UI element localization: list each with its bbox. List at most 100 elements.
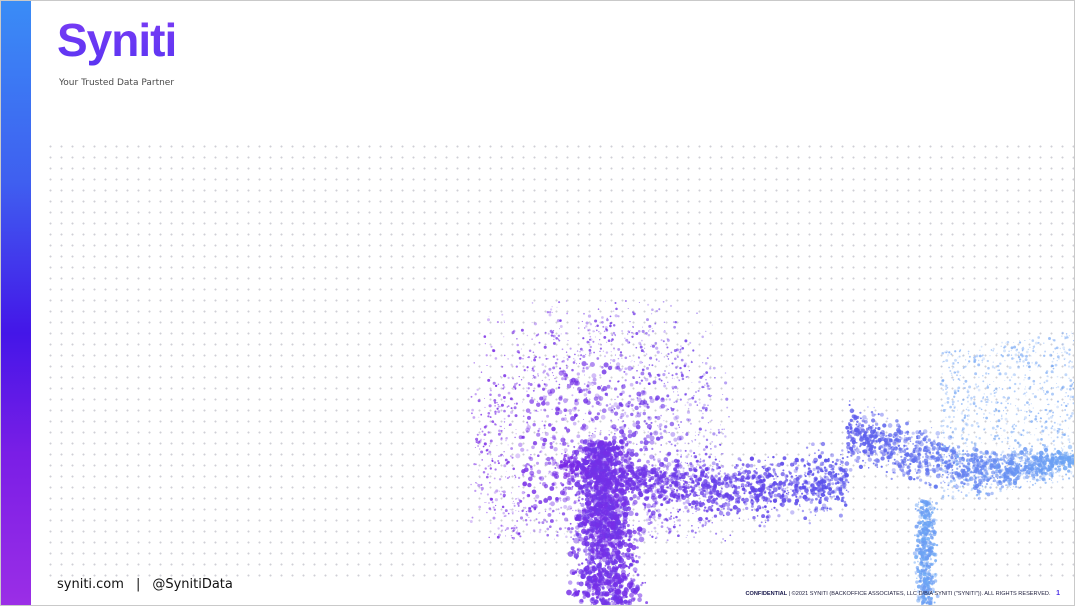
particle xyxy=(598,396,604,401)
particle xyxy=(563,448,568,453)
particle xyxy=(945,456,948,458)
particle xyxy=(815,465,817,467)
particle xyxy=(704,362,708,365)
particle xyxy=(1008,447,1010,450)
particle xyxy=(520,447,525,452)
particle xyxy=(514,414,518,418)
particle xyxy=(541,379,543,381)
particle xyxy=(676,459,680,463)
particle xyxy=(583,383,586,385)
particle xyxy=(585,397,588,399)
particle xyxy=(643,437,647,441)
particle xyxy=(647,517,649,519)
particle xyxy=(663,356,666,358)
particle xyxy=(583,444,585,446)
particle xyxy=(643,351,645,353)
particle xyxy=(738,470,741,473)
particle xyxy=(814,480,816,483)
particle xyxy=(763,465,766,468)
particle xyxy=(483,442,487,446)
particle xyxy=(900,469,904,473)
particle xyxy=(493,398,497,402)
particle xyxy=(677,495,681,499)
particle xyxy=(693,536,696,539)
particle xyxy=(534,382,536,383)
particle xyxy=(1020,459,1024,462)
particle xyxy=(777,486,781,491)
particle xyxy=(555,462,559,466)
particle xyxy=(555,476,558,479)
particle xyxy=(545,357,548,360)
particle xyxy=(761,514,766,519)
particle xyxy=(706,384,710,388)
particle xyxy=(632,422,638,428)
particle xyxy=(724,493,729,498)
particle xyxy=(1058,461,1063,466)
particle xyxy=(892,440,897,445)
particle xyxy=(639,343,642,346)
particle xyxy=(760,489,763,492)
particle xyxy=(591,405,594,408)
particle xyxy=(570,507,572,510)
particle xyxy=(926,464,929,468)
particle xyxy=(648,518,652,522)
particle xyxy=(655,358,658,361)
particle xyxy=(840,484,843,487)
particle xyxy=(529,411,532,415)
particle xyxy=(790,482,793,486)
particle xyxy=(667,358,670,360)
particle xyxy=(1022,453,1027,457)
particle xyxy=(554,361,558,365)
particle xyxy=(983,461,988,466)
particle xyxy=(526,390,528,393)
particle xyxy=(928,482,930,484)
particle xyxy=(695,493,698,497)
particle xyxy=(903,446,905,448)
particle xyxy=(823,494,826,497)
particle xyxy=(497,527,500,530)
particle xyxy=(617,347,621,351)
particle xyxy=(569,347,572,350)
particle xyxy=(755,508,759,512)
particle xyxy=(605,300,607,302)
particle xyxy=(848,403,851,407)
particle xyxy=(997,461,1000,463)
particle xyxy=(905,444,908,447)
particle xyxy=(713,491,715,493)
particle xyxy=(672,413,675,415)
particle xyxy=(1038,454,1044,460)
particle xyxy=(847,450,850,454)
particle xyxy=(667,440,670,443)
particle xyxy=(829,475,831,477)
particle xyxy=(588,549,591,552)
particle xyxy=(546,414,550,418)
particle xyxy=(668,517,672,521)
particle xyxy=(645,482,648,485)
particle xyxy=(538,512,540,514)
particle xyxy=(613,349,615,351)
particle xyxy=(1026,469,1031,475)
particle xyxy=(621,393,623,395)
particle xyxy=(612,359,616,363)
particle xyxy=(731,486,734,488)
particle xyxy=(629,496,634,501)
particle xyxy=(585,321,589,325)
particle xyxy=(549,388,556,394)
particle xyxy=(562,441,567,446)
particle xyxy=(921,460,925,463)
particle xyxy=(589,412,591,415)
particle xyxy=(1016,462,1019,465)
particle xyxy=(760,480,764,484)
particle xyxy=(580,354,583,357)
particle xyxy=(814,506,819,510)
particle xyxy=(514,474,516,477)
particle xyxy=(678,524,681,527)
particle xyxy=(1015,463,1017,465)
particle xyxy=(522,358,524,360)
particle xyxy=(670,489,675,494)
particle xyxy=(827,482,831,487)
particle xyxy=(669,483,673,488)
particle xyxy=(518,351,521,354)
particle xyxy=(704,524,707,527)
particle xyxy=(689,341,692,344)
